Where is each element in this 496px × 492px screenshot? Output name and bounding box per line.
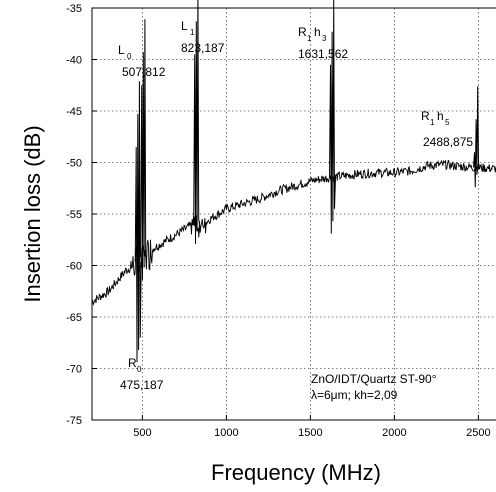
resonance-peak xyxy=(473,86,481,188)
y-tick-label: -40 xyxy=(66,55,82,67)
y-tick-label: -45 xyxy=(66,106,82,118)
y-tick-label: -75 xyxy=(66,415,82,427)
y-tick-label: -35 xyxy=(66,3,82,15)
peak-mode-subscript: 1 xyxy=(430,118,435,127)
peak-mode-label: R xyxy=(298,25,307,39)
peak-frequency-value: 507,812 xyxy=(122,65,166,79)
peak-harmonic-subscript: 3 xyxy=(322,34,327,43)
resonance-peak xyxy=(140,19,148,280)
annotation-line-2: λ=6μm; kh=2,09 xyxy=(311,388,398,402)
peak-mode-subscript: 0 xyxy=(127,52,132,61)
peak-frequency-value: 475,187 xyxy=(120,378,164,392)
y-axis-title: Insertion loss (dB) xyxy=(20,125,45,302)
condition-annotation: ZnO/IDT/Quartz ST-90° λ=6μm; kh=2,09 xyxy=(311,372,437,402)
peak-label: L 0 507,812 xyxy=(118,43,166,79)
peak-frequency-value: 1631,562 xyxy=(298,47,348,61)
y-tick-label: -55 xyxy=(66,209,82,221)
grid xyxy=(92,8,496,420)
peak-frequency-value: 823,187 xyxy=(181,41,225,55)
peak-mode-subscript: 0 xyxy=(137,365,142,374)
peak-mode-label: R xyxy=(128,356,137,370)
resonance-peak xyxy=(193,0,201,244)
resonance-peak xyxy=(134,81,142,363)
peak-harmonic-label: h xyxy=(437,109,444,123)
data-series xyxy=(91,0,496,363)
x-tick-label: 1000 xyxy=(214,427,238,439)
peak-label: R 0 475,187 xyxy=(120,356,164,392)
x-tick-label: 2000 xyxy=(382,427,406,439)
peak-label: R 1 h 5 2488,875 xyxy=(421,109,473,149)
axis-ticks: 500 1000 1500 2000 2500-35-40-45-50-55-60-65… xyxy=(66,3,491,439)
y-tick-label: -65 xyxy=(66,312,82,324)
x-tick-label: 2500 xyxy=(466,427,490,439)
peak-label: L 1 823,187 xyxy=(181,19,225,55)
peak-mode-label: L xyxy=(181,19,188,33)
resonance-peak xyxy=(329,0,337,234)
y-tick-label: -60 xyxy=(66,261,82,273)
peak-mode-subscript: 1 xyxy=(307,34,312,43)
y-tick-label: -50 xyxy=(66,158,82,170)
insertion-loss-line xyxy=(91,159,496,306)
peak-label: R 1 h 3 1631,562 xyxy=(298,25,348,61)
peak-mode-label: L xyxy=(118,43,125,57)
x-axis-title: Frequency (MHz) xyxy=(211,460,381,485)
peak-frequency-value: 2488,875 xyxy=(423,135,473,149)
peak-mode-label: R xyxy=(421,109,430,123)
peak-mode-subscript: 1 xyxy=(190,28,195,37)
annotation-line-1: ZnO/IDT/Quartz ST-90° xyxy=(311,372,437,386)
x-tick-label: 500 xyxy=(133,427,151,439)
peak-harmonic-label: h xyxy=(314,25,321,39)
peak-harmonic-subscript: 5 xyxy=(445,118,450,127)
y-tick-label: -70 xyxy=(66,364,82,376)
x-tick-label: 1500 xyxy=(298,427,322,439)
